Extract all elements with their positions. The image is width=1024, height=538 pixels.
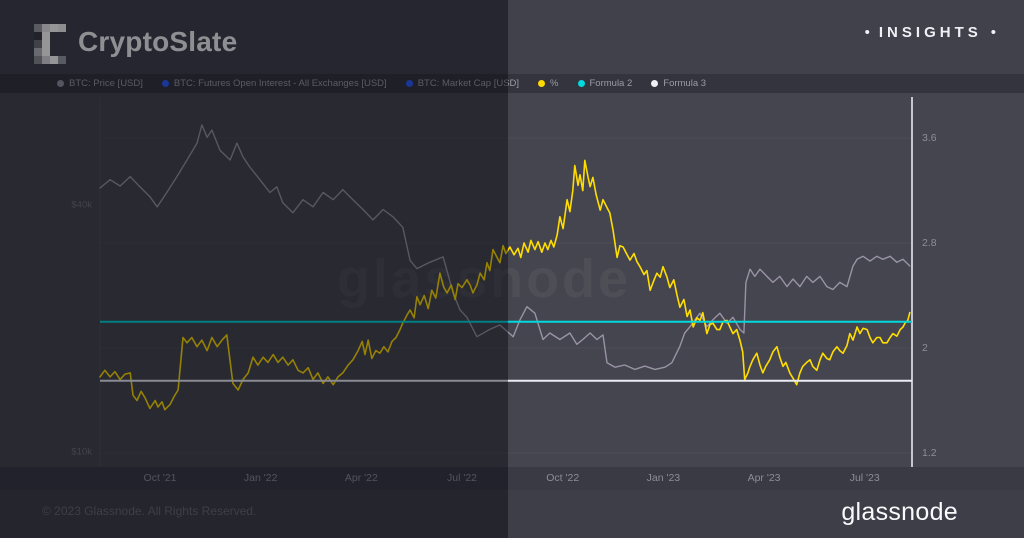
legend-item-1[interactable]: BTC: Futures Open Interest - All Exchang… (161, 78, 387, 89)
logo-pixel (42, 32, 50, 40)
brand-title: CryptoSlate (78, 26, 238, 57)
logo-pixel (34, 40, 42, 48)
y-right-tick-label: 2 (922, 342, 928, 354)
legend-item-label: BTC: Market Cap [USD] (417, 78, 520, 89)
legend-dot-icon (577, 80, 585, 87)
bullet-icon: • (864, 24, 870, 41)
x-axis: Oct '21 Jan '22 Apr '22 Jul '22 Oct '22 Jan '… (0, 467, 1024, 490)
legend-dot-icon (57, 80, 64, 87)
bullet-icon: • (990, 24, 996, 41)
glassnode-watermark: glassnode (337, 249, 632, 309)
logo-pixel (58, 48, 66, 56)
legend-item-label: BTC: Futures Open Interest - All Exchang… (173, 78, 387, 89)
legend-dot-icon (651, 80, 659, 87)
legend-item-3[interactable]: % (538, 78, 559, 89)
logo-pixel (50, 24, 58, 32)
logo-pixel (42, 40, 50, 48)
logo-pixel (50, 40, 58, 48)
x-tick-label: Jul '23 (849, 472, 880, 484)
x-tick-label: Oct '21 (143, 472, 177, 484)
legend-dot-icon (538, 80, 546, 87)
chart-legend: BTC: Price [USD] BTC: Futures Open Intere… (0, 74, 1024, 93)
legend-item-label: BTC: Price [USD] (69, 78, 143, 89)
logo-pixel (34, 32, 42, 40)
legend-item-label: Formula 2 (589, 78, 633, 89)
legend-dot-icon (161, 80, 169, 87)
x-tick-label: Oct '22 (546, 472, 580, 484)
logo-pixel (58, 40, 66, 48)
x-tick-label: Apr '22 (344, 472, 378, 484)
plot-svg (99, 97, 913, 467)
copyright-text: © 2023 Glassnode. All Rights Reserved. (42, 504, 257, 518)
series-line-% (99, 159, 911, 411)
legend-item-2[interactable]: BTC: Market Cap [USD] (405, 78, 520, 89)
logo-pixel (42, 24, 50, 32)
logo-pixel (58, 32, 66, 40)
insights-badge: • INSIGHTS • (865, 24, 996, 41)
x-tick-label: Apr '23 (747, 472, 781, 484)
y-right-tick-label: 2.8 (922, 237, 937, 250)
y-left-tick-label: $10k (71, 446, 92, 458)
logo-pixel (42, 48, 50, 56)
legend-item-4[interactable]: Formula 2 (577, 78, 633, 89)
x-tick-label: Jan '22 (243, 472, 278, 484)
y-left-tick-label: $40k (71, 199, 92, 211)
legend-item-label: Formula 3 (663, 78, 707, 89)
header: CryptoSlate • INSIGHTS • (0, 0, 1024, 74)
logo-pixel (50, 48, 58, 56)
legend-item-0[interactable]: BTC: Price [USD] (57, 78, 143, 89)
y-right-tick-label: 3.6 (922, 132, 937, 145)
logo-pixel (34, 56, 42, 64)
x-tick-label: Jan '23 (646, 472, 681, 484)
chart-area: glassnode $40k $10k 3.6 2.8 2 1.2 (0, 93, 1024, 467)
logo-pixel (58, 24, 66, 32)
logo-pixel (50, 56, 58, 64)
x-tick-label: Jul '22 (447, 472, 478, 484)
glassnode-wordmark: glassnode (841, 498, 958, 526)
legend-dot-icon (405, 80, 413, 87)
cryptoslate-logo (34, 24, 66, 64)
logo-pixel (34, 24, 42, 32)
logo-pixel (42, 56, 50, 64)
insights-label: INSIGHTS (878, 24, 982, 41)
legend-item-5[interactable]: Formula 3 (651, 78, 706, 89)
footer: © 2023 Glassnode. All Rights Reserved. g… (0, 490, 1024, 538)
legend-item-label: % (550, 78, 559, 89)
series-line-BTC: Price [USD] (99, 124, 911, 371)
logo-pixel (58, 56, 66, 64)
logo-pixel (50, 32, 58, 40)
logo-pixel (34, 48, 42, 56)
y-right-tick-label: 1.2 (922, 446, 937, 459)
